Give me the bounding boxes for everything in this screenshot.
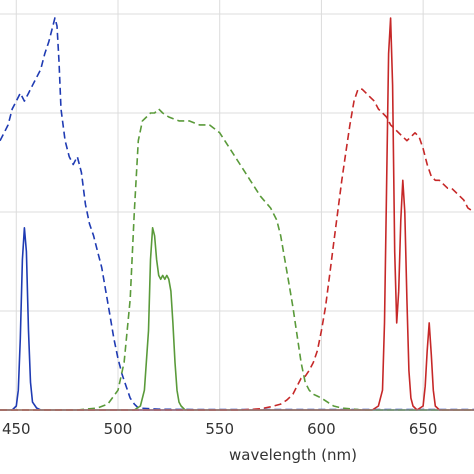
series-line-4: [0, 88, 474, 411]
x-tick-label-0: 450: [2, 420, 31, 438]
x-tick-label-3: 600: [307, 420, 336, 438]
series-lines: [0, 17, 474, 411]
series-line-2: [0, 108, 474, 411]
x-axis-label: wavelength (nm): [229, 446, 357, 464]
grid: [0, 0, 474, 411]
x-tick-labels: 450 500 550 600 650: [2, 420, 438, 438]
x-tick-label-2: 550: [205, 420, 234, 438]
x-tick-label-4: 650: [409, 420, 438, 438]
x-tick-label-1: 500: [104, 420, 133, 438]
series-line-1: [0, 227, 474, 411]
series-line-3: [0, 227, 474, 411]
series-line-0: [0, 17, 474, 411]
series-line-5: [0, 17, 474, 411]
